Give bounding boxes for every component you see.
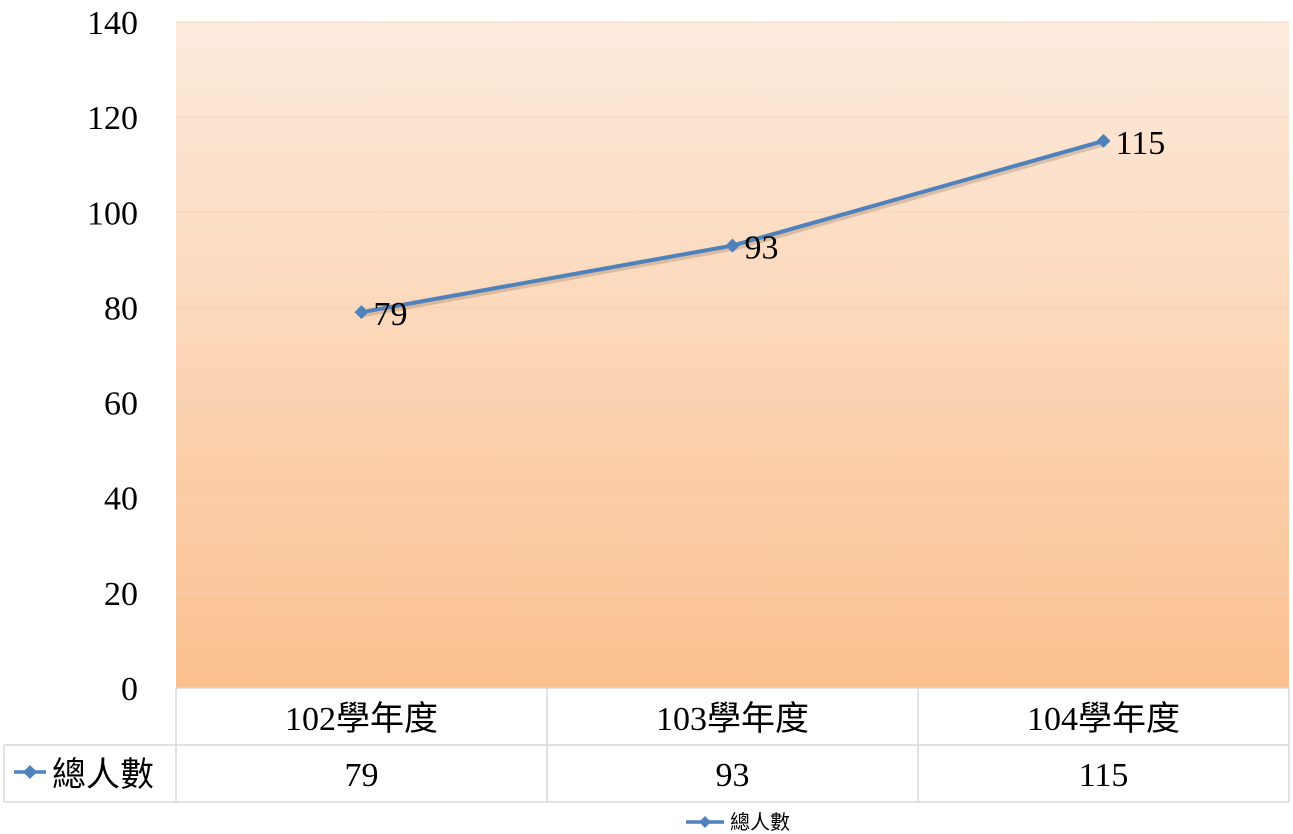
series-layer: 79 93 115 [354,125,1166,333]
data-label: 79 [374,296,408,333]
data-label: 93 [745,230,779,267]
y-tick-label: 40 [104,481,138,518]
legend-label: 總人數 [730,811,790,834]
y-tick-label: 80 [104,290,138,327]
x-category-label: 104學年度 [1027,700,1180,738]
table-value: 79 [345,757,379,794]
data-point-marker [1096,133,1111,148]
y-tick-label: 20 [104,576,138,613]
y-axis-ticks: 0 20 40 60 80 100 120 140 [87,5,138,708]
table-value: 93 [716,757,750,794]
table-value: 115 [1079,757,1129,794]
y-tick-label: 60 [104,386,138,423]
legend-key-marker [699,816,711,828]
legend: 總人數 [686,811,790,834]
data-point-marker [725,238,740,253]
y-tick-label: 100 [87,195,138,232]
data-point-marker [354,305,369,320]
table-series-name: 總人數 [52,756,154,794]
y-tick-label: 140 [87,5,138,42]
x-category-label: 103學年度 [656,700,809,738]
y-tick-label: 120 [87,100,138,137]
x-category-label: 102學年度 [285,700,438,738]
plot-area [176,22,1289,688]
table-series-key-marker [23,765,37,779]
y-tick-label: 0 [121,671,138,708]
data-label: 115 [1116,125,1166,162]
